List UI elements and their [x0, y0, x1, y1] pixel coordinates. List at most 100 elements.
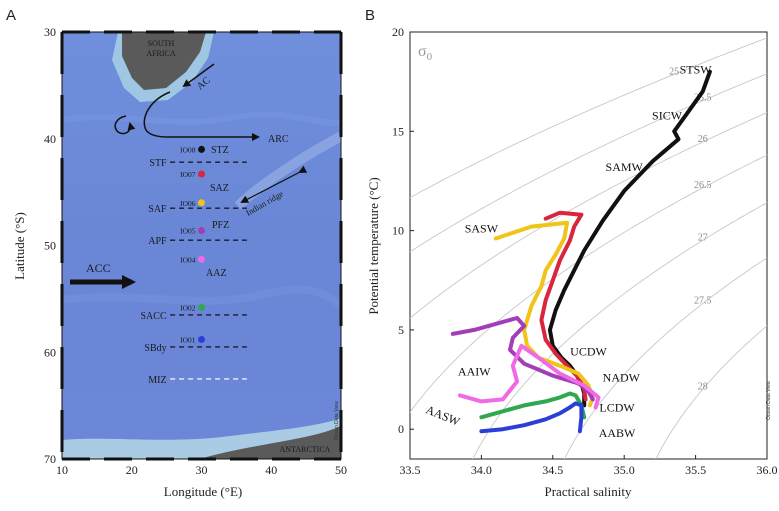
panel-a-letter: A [6, 7, 16, 24]
density-contour-line [410, 73, 767, 253]
density-contour-label: 25 [669, 66, 679, 77]
map-y-tick-label: 70 [44, 452, 56, 466]
map-y-tick-label: 30 [44, 25, 56, 39]
map-x-tick-label: 50 [335, 463, 347, 477]
map-x-tick-label: 40 [265, 463, 277, 477]
water-mass-label: AABW [599, 426, 636, 440]
ts-credit: Ocean Data View [766, 381, 772, 420]
map-x-axis-label: Longitude (°E) [164, 484, 242, 499]
map-credit: Ocean Data View [334, 401, 340, 440]
density-contour-label: 28 [698, 381, 708, 392]
ts-x-tick-label: 35.0 [614, 463, 635, 477]
ts-y-tick-label: 15 [392, 124, 404, 138]
ts-y-tick-label: 5 [398, 323, 404, 337]
front-label: MIZ [148, 375, 166, 386]
ts-y-tick-label: 0 [398, 422, 404, 436]
density-contour-line [472, 202, 767, 459]
ts-x-axis-label: Practical salinity [544, 484, 632, 499]
map-y-tick-label: 50 [44, 239, 56, 253]
sigma-symbol: σ0 [418, 43, 433, 63]
ocean-background [62, 32, 341, 459]
water-mass-label: SASW [465, 222, 499, 236]
bathymetry-band [62, 285, 341, 309]
water-mass-label: UCDW [570, 345, 607, 359]
density-contour-label: 26.5 [694, 180, 712, 191]
zone-label-saz: SAZ [210, 183, 229, 194]
density-contour-label: 25.5 [694, 93, 712, 104]
map-area [62, 32, 341, 459]
ts-series-line [493, 220, 595, 408]
zone-label-pfz: PFZ [212, 220, 229, 231]
south-africa-land [122, 32, 206, 90]
ts-x-tick-label: 34.5 [542, 463, 563, 477]
station-label: IO07 [180, 170, 196, 179]
water-mass-label: SAMW [606, 160, 644, 174]
ts-panel: 25 25.5 26 26.5 27 27.5 28 33.5 34.0 34.5 35.0 35.… [366, 25, 778, 499]
density-contour-line [410, 154, 767, 413]
fronts-layer: STF SAF APF SACC SBdy MIZ [141, 158, 247, 386]
antarctica-land [200, 426, 341, 459]
map-y-tick-label: 60 [44, 345, 56, 359]
map-x-tick-label: 10 [56, 463, 68, 477]
ts-y-tick-label: 20 [392, 25, 404, 39]
ts-y-axis-label: Potential temperature (°C) [366, 177, 381, 314]
ts-ticks: 33.5 34.0 34.5 35.0 35.5 36.0 0 5 10 15 20 [392, 25, 778, 477]
density-contour-label: 27 [698, 232, 708, 243]
station-label: IO08 [180, 145, 196, 154]
density-contour-line [410, 112, 767, 319]
front-label: APF [148, 236, 167, 247]
bathymetry-band [62, 111, 341, 126]
station-marker [198, 145, 205, 153]
ts-series-line [458, 343, 601, 410]
station-label: IO06 [180, 199, 196, 208]
water-mass-label: AAIW [458, 365, 491, 379]
ts-y-tick-label: 10 [392, 224, 404, 238]
water-mass-label: LCDW [599, 400, 635, 414]
ts-x-tick-label: 34.0 [471, 463, 492, 477]
map-x-tick-label: 20 [126, 463, 138, 477]
map-x-tick-label: 30 [196, 463, 208, 477]
arc-label: ARC [268, 134, 289, 145]
station-label: IO04 [180, 255, 196, 264]
map-y-tick-label: 40 [44, 132, 56, 146]
density-contour-label: 27.5 [694, 296, 712, 307]
ts-series-line [479, 401, 584, 434]
front-label: SACC [141, 311, 167, 322]
front-label: STF [149, 158, 167, 169]
agulhas-return-current-arrow [143, 91, 260, 141]
eddy-arrow [114, 115, 136, 135]
station-label: IO01 [180, 335, 196, 344]
station-marker [198, 255, 205, 263]
water-mass-label: STSW [680, 63, 713, 77]
land-label-south: SOUTH [148, 39, 175, 48]
water-mass-label: SICW [652, 108, 683, 122]
zone-label-stz: STZ [211, 145, 229, 156]
station-marker [198, 199, 205, 207]
station-marker [198, 303, 205, 311]
zone-label-aaz: AAZ [206, 268, 227, 279]
front-label: SAF [148, 204, 167, 215]
density-contour-line [655, 325, 767, 459]
station-marker [198, 227, 205, 235]
land-label-antarctica: ANTARCTICA [280, 445, 331, 454]
ts-x-tick-label: 35.5 [685, 463, 706, 477]
ts-series [450, 69, 712, 434]
land-label-africa: AFRICA [146, 49, 176, 58]
station-label: IO02 [180, 303, 196, 312]
panel-b-letter: B [365, 7, 375, 24]
ts-series-line [479, 391, 587, 420]
station-marker [198, 170, 205, 178]
front-label: SBdy [144, 343, 166, 354]
density-contour-line [563, 257, 767, 459]
stations-layer: IO08 IO07 IO06 IO05 IO04 IO02 IO01 [180, 145, 205, 344]
ts-x-tick-label: 33.5 [400, 463, 421, 477]
map-y-axis-label: Latitude (°S) [12, 212, 27, 280]
ts-x-tick-label: 36.0 [757, 463, 778, 477]
indian-ridge-arrow [240, 165, 308, 203]
acc-label: ACC [86, 261, 111, 275]
density-contours: 25 25.5 26 26.5 27 27.5 28 [410, 37, 767, 459]
station-marker [198, 335, 205, 343]
station-label: IO05 [180, 227, 196, 236]
agulhas-current-arrow [182, 63, 215, 88]
